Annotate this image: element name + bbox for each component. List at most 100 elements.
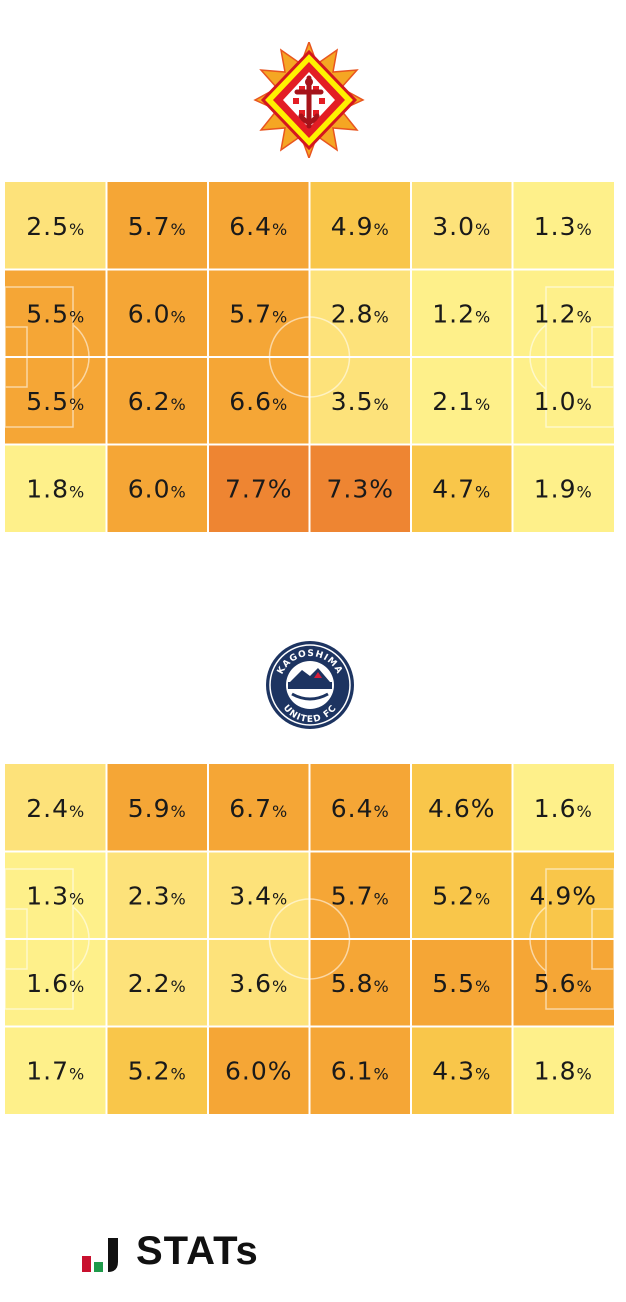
cell-value-label: 1.8% [534, 1056, 593, 1085]
cell-value-label: 5.2% [128, 1056, 187, 1085]
heatmap-cell [512, 764, 614, 852]
heatmap-cell [208, 1026, 310, 1114]
heatmap-cell [208, 851, 310, 939]
cell-value-label: 1.2% [432, 299, 491, 328]
heatmap-cell [411, 764, 513, 852]
heatmap-cell [208, 357, 310, 445]
cell-value-label: 1.6% [534, 794, 593, 823]
heatmap-cell [106, 182, 208, 270]
heatmap-cell [5, 444, 107, 532]
cell-value-label: 2.3% [128, 881, 187, 910]
heatmap-cell [309, 357, 411, 445]
cell-value-label: 5.5% [26, 387, 85, 416]
cell-value-label: 4.6% [428, 794, 496, 823]
heatmap-cell [411, 357, 513, 445]
cell-value-label: 1.2% [534, 299, 593, 328]
heatmap-giravanz: 2.5% 5.7% 6.4% 4.9% 3.0% 1.3% 5.5% 6.0% 5.7% 2.8%… [5, 182, 614, 532]
cell-value-label: 6.4% [331, 794, 390, 823]
heatmap-cell [208, 764, 310, 852]
cell-value-label: 1.8% [26, 474, 85, 503]
heatmap-cell [208, 444, 310, 532]
heatmap-cell [208, 182, 310, 270]
heatmap-cell [106, 939, 208, 1027]
heatmap-cell [309, 444, 411, 532]
stats-brand-text: STATs [136, 1229, 259, 1273]
cell-value-label: 1.9% [534, 474, 593, 503]
heatmap-cell [5, 851, 107, 939]
heatmap-cell [106, 357, 208, 445]
cell-value-label: 5.8% [331, 969, 390, 998]
cell-value-label: 6.1% [331, 1056, 390, 1085]
cell-value-label: 6.0% [128, 474, 187, 503]
cell-value-label: 6.2% [128, 387, 187, 416]
heatmap-cell [106, 444, 208, 532]
grid-lines [5, 764, 614, 1114]
heatmap-cell [512, 1026, 614, 1114]
cell-value-label: 2.8% [331, 299, 390, 328]
heatmap-cell [106, 1026, 208, 1114]
cell-value-label: 4.9% [529, 881, 597, 910]
cell-value-label: 3.0% [432, 212, 491, 241]
heatmap-cell [106, 851, 208, 939]
kagoshima-united-fc-crest: KAGOSHIMA UNITED FC [262, 640, 358, 730]
cell-value-label: 4.3% [432, 1056, 491, 1085]
heatmap-cell [512, 357, 614, 445]
cell-value-label: 7.3% [326, 474, 394, 503]
heatmap-cell [411, 939, 513, 1027]
cell-value-label: 5.5% [432, 969, 491, 998]
heatmap-cell [309, 269, 411, 357]
cell-value-label: 5.7% [128, 212, 187, 241]
cell-value-label: 6.0% [128, 299, 187, 328]
cell-value-label: 5.7% [229, 299, 288, 328]
heatmap-kagoshima: 2.4% 5.9% 6.7% 6.4% 4.6% 1.6% 1.3% 2.3% 3.4% 5.7%… [5, 764, 614, 1114]
cell-value-label: 4.9% [331, 212, 390, 241]
heatmap-cell [411, 269, 513, 357]
heatmap-cell [208, 939, 310, 1027]
heatmap-cell [309, 764, 411, 852]
heatmap-cell [5, 269, 107, 357]
cell-value-label: 6.7% [229, 794, 288, 823]
heatmap-cell [309, 182, 411, 270]
cell-value-label: 7.7% [225, 474, 293, 503]
heatmap-cell [5, 357, 107, 445]
stats-logo [80, 1232, 290, 1276]
heatmap-cell [411, 1026, 513, 1114]
giravanz-kitakyushu-crest [253, 39, 365, 161]
heatmap-cell [512, 444, 614, 532]
cell-value-label: 1.0% [534, 387, 593, 416]
heatmap-cell [5, 939, 107, 1027]
heatmap-cell [512, 269, 614, 357]
cell-value-label: 3.6% [229, 969, 288, 998]
heatmap-cell [5, 1026, 107, 1114]
heatmap-cell [512, 939, 614, 1027]
cell-value-label: 2.4% [26, 794, 85, 823]
cell-value-label: 1.6% [26, 969, 85, 998]
cell-value-label: 5.6% [534, 969, 593, 998]
cell-value-label: 5.5% [26, 299, 85, 328]
heatmap-cell [411, 444, 513, 532]
cell-value-label: 2.2% [128, 969, 187, 998]
heatmap-cell [411, 851, 513, 939]
heatmap-cell [512, 182, 614, 270]
cell-value-label: 5.9% [128, 794, 187, 823]
grid-lines [5, 182, 614, 532]
cell-value-label: 6.6% [229, 387, 288, 416]
heatmap-cell [5, 764, 107, 852]
cell-value-label: 2.5% [26, 212, 85, 241]
cell-value-label: 5.2% [432, 881, 491, 910]
cell-value-label: 1.3% [534, 212, 593, 241]
heatmap-cell [208, 269, 310, 357]
cell-value-label: 3.4% [229, 881, 288, 910]
cell-value-label: 6.0% [225, 1056, 293, 1085]
heatmap-cell [106, 269, 208, 357]
heatmap-cell [309, 851, 411, 939]
heatmap-cell [309, 1026, 411, 1114]
cell-value-label: 2.1% [432, 387, 491, 416]
heatmap-cell [5, 182, 107, 270]
cell-value-label: 1.3% [26, 881, 85, 910]
cell-value-label: 1.7% [26, 1056, 85, 1085]
heatmap-cell [512, 851, 614, 939]
cell-value-label: 3.5% [331, 387, 390, 416]
heatmap-cell [411, 182, 513, 270]
heatmap-cell [309, 939, 411, 1027]
